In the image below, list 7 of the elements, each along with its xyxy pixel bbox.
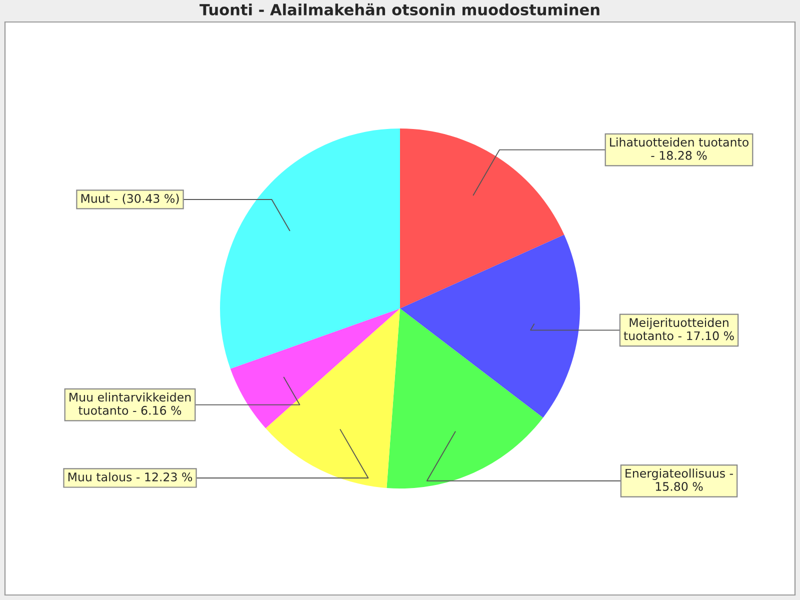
slice-label: Lihatuotteiden tuotanto - 18.28 % (610, 137, 748, 160)
slice-label: Muu talous - 12.23 % (68, 472, 192, 482)
chart-title: Tuonti - Alailmakehän otsonin muodostuminen (200, 3, 600, 16)
slice-label: Meijerituotteiden tuotanto - 17.10 % (624, 318, 734, 340)
slice-label: Energiateollisuus - 15.80 % (626, 468, 733, 491)
slice-label: Muut - (30.43 %) (81, 194, 179, 204)
slice-label: Muu elintarvikkeiden tuotanto - 6.16 % (70, 392, 191, 415)
